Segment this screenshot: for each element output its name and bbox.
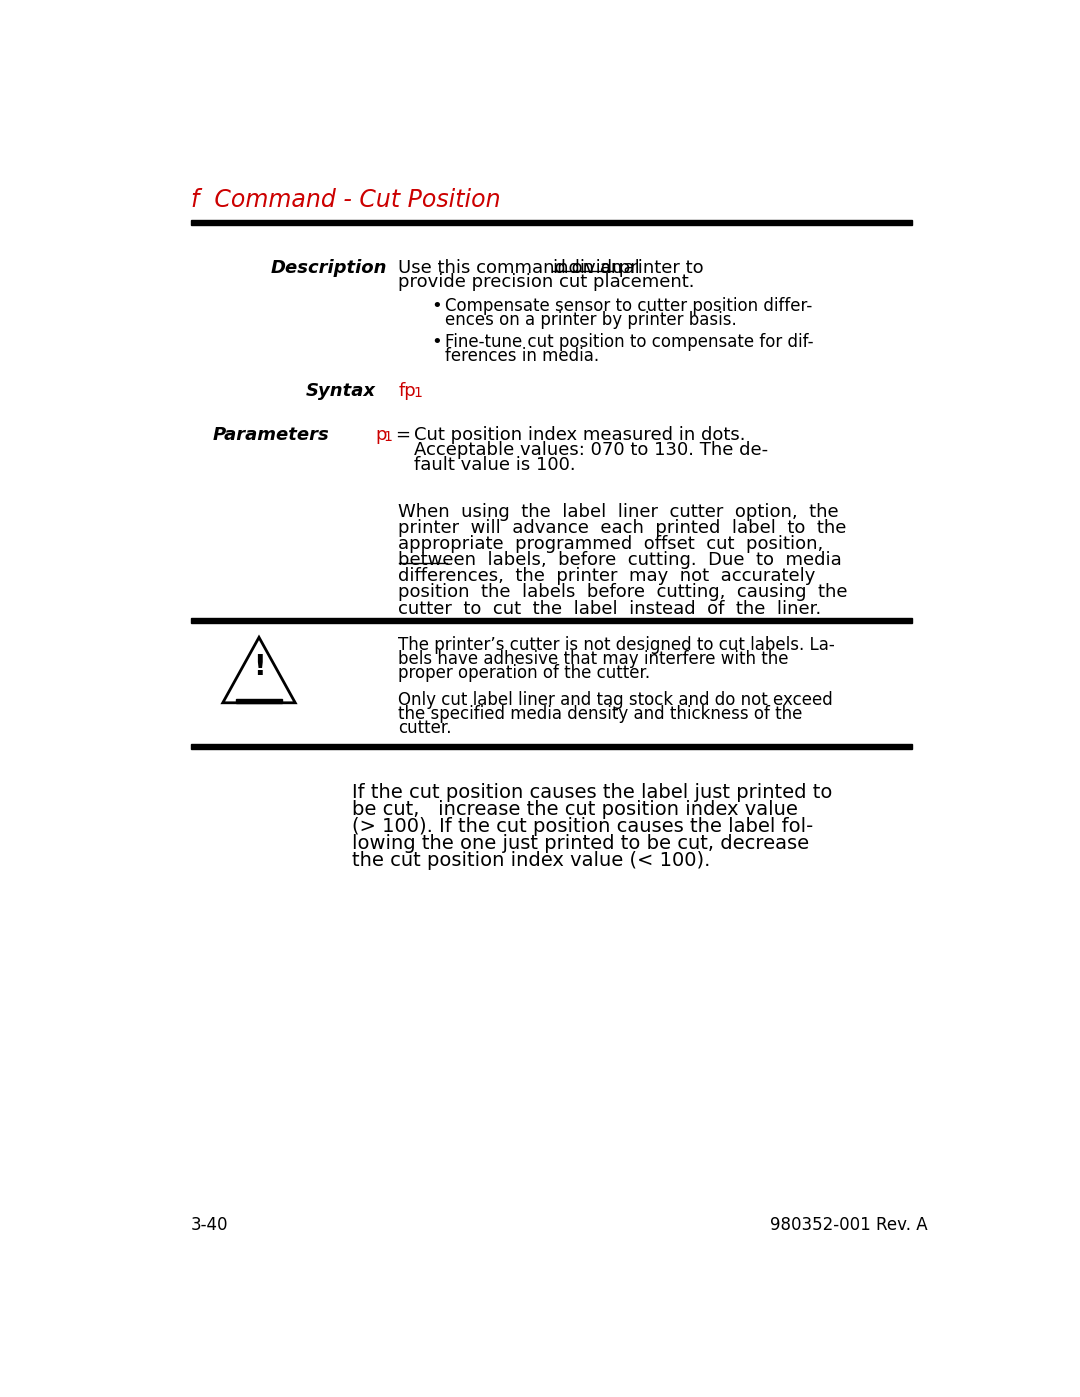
Text: (> 100). If the cut position causes the label fol-: (> 100). If the cut position causes the … <box>352 817 813 835</box>
Text: proper operation of the cutter.: proper operation of the cutter. <box>399 664 650 682</box>
Text: be cut,   increase the cut position index value: be cut, increase the cut position index … <box>352 800 798 819</box>
Text: fault value is 100.: fault value is 100. <box>414 457 576 475</box>
Text: 1: 1 <box>414 387 422 401</box>
Text: 1: 1 <box>383 430 393 444</box>
Text: lowing the one just printed to be cut, decrease: lowing the one just printed to be cut, d… <box>352 834 809 852</box>
Bar <box>191 617 912 623</box>
Text: bels have adhesive that may interfere with the: bels have adhesive that may interfere wi… <box>399 650 789 668</box>
Text: fp: fp <box>399 381 416 400</box>
Text: The printer’s cutter is not designed to cut labels. La-: The printer’s cutter is not designed to … <box>399 636 835 654</box>
Text: When  using  the  label  liner  cutter  option,  the: When using the label liner cutter option… <box>399 503 839 521</box>
Text: appropriate  programmed  offset  cut  position,: appropriate programmed offset cut positi… <box>399 535 824 553</box>
Text: cutter.: cutter. <box>399 719 453 738</box>
Text: 980352-001 Rev. A: 980352-001 Rev. A <box>770 1217 928 1235</box>
Text: •: • <box>431 298 442 314</box>
Text: !: ! <box>253 652 266 680</box>
Text: f  Command - Cut Position: f Command - Cut Position <box>191 187 500 211</box>
Text: individual: individual <box>552 258 639 277</box>
Text: Use this command on an: Use this command on an <box>399 258 629 277</box>
Text: Syntax: Syntax <box>306 381 376 400</box>
Text: Cut position index measured in dots.: Cut position index measured in dots. <box>414 426 745 444</box>
Text: cutter  to  cut  the  label  instead  of  the  liner.: cutter to cut the label instead of the l… <box>399 599 822 617</box>
Text: provide precision cut placement.: provide precision cut placement. <box>399 274 696 291</box>
Text: position  the  labels  before  cutting,  causing  the: position the labels before cutting, caus… <box>399 584 848 602</box>
Text: Description: Description <box>271 258 387 277</box>
Text: Parameters: Parameters <box>213 426 329 444</box>
Polygon shape <box>222 637 295 703</box>
Text: If the cut position causes the label just printed to: If the cut position causes the label jus… <box>352 782 833 802</box>
Bar <box>235 698 282 703</box>
Text: printer to: printer to <box>613 258 704 277</box>
Text: ences on a printer by printer basis.: ences on a printer by printer basis. <box>445 312 737 328</box>
Bar <box>191 219 912 225</box>
Text: ferences in media.: ferences in media. <box>445 346 599 365</box>
Text: •: • <box>431 334 442 351</box>
Text: the cut position index value (< 100).: the cut position index value (< 100). <box>352 851 711 869</box>
Text: p: p <box>375 426 387 444</box>
Text: Acceptable values: 070 to 130. The de-: Acceptable values: 070 to 130. The de- <box>414 441 768 460</box>
Bar <box>191 745 912 749</box>
Text: Fine-tune cut position to compensate for dif-: Fine-tune cut position to compensate for… <box>445 334 813 351</box>
Text: Only cut label liner and tag stock and do not exceed: Only cut label liner and tag stock and d… <box>399 692 834 710</box>
Text: printer  will  advance  each  printed  label  to  the: printer will advance each printed label … <box>399 518 847 536</box>
Text: the specified media density and thickness of the: the specified media density and thicknes… <box>399 705 802 724</box>
Text: Compensate sensor to cutter position differ-: Compensate sensor to cutter position dif… <box>445 298 812 314</box>
Text: =: = <box>395 426 410 444</box>
Text: differences,  the  printer  may  not  accurately: differences, the printer may not accurat… <box>399 567 815 585</box>
Text: between  labels,  before  cutting.  Due  to  media: between labels, before cutting. Due to m… <box>399 550 842 569</box>
Text: 3-40: 3-40 <box>191 1217 228 1235</box>
